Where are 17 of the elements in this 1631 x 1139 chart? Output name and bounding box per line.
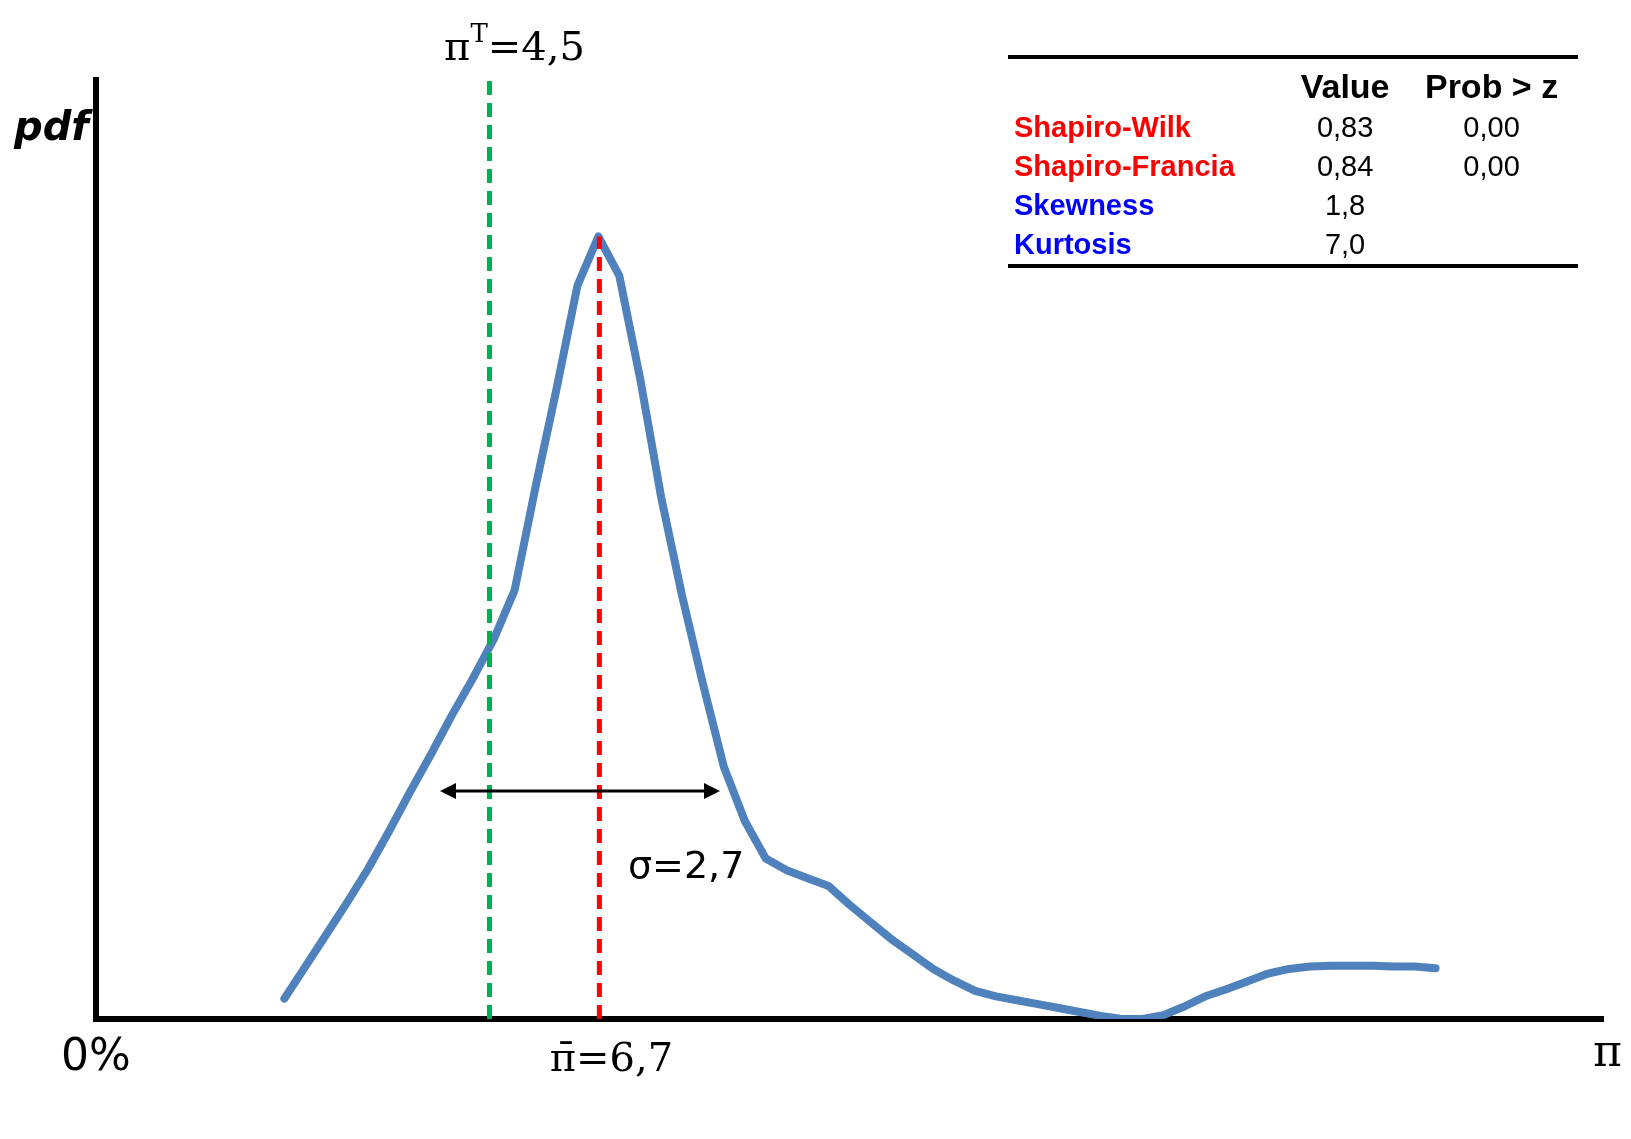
text: Value <box>1299 66 1391 107</box>
annotation: σ=2,7 <box>628 843 745 887</box>
text: π̄=6,7 <box>549 1034 674 1081</box>
data-label: 0,83 <box>1315 110 1375 145</box>
category-label: Kurtosis <box>1013 227 1133 262</box>
category-label: Skewness <box>1013 188 1156 223</box>
category-label: Shapiro-Francia <box>1013 149 1236 184</box>
y-axis-title: pdf <box>13 103 94 149</box>
data-label: 0,00 <box>1462 110 1521 145</box>
data-label: 7,0 <box>1323 227 1367 262</box>
text: Prob > z <box>1423 66 1560 107</box>
text: 0% <box>61 1029 131 1081</box>
data-label: 0,84 <box>1315 149 1375 184</box>
category-label: Shapiro-Wilk <box>1013 110 1192 145</box>
data-label: 1,8 <box>1323 188 1367 223</box>
data-label: 0,00 <box>1462 149 1521 184</box>
x-axis-title: π <box>1593 1025 1622 1077</box>
